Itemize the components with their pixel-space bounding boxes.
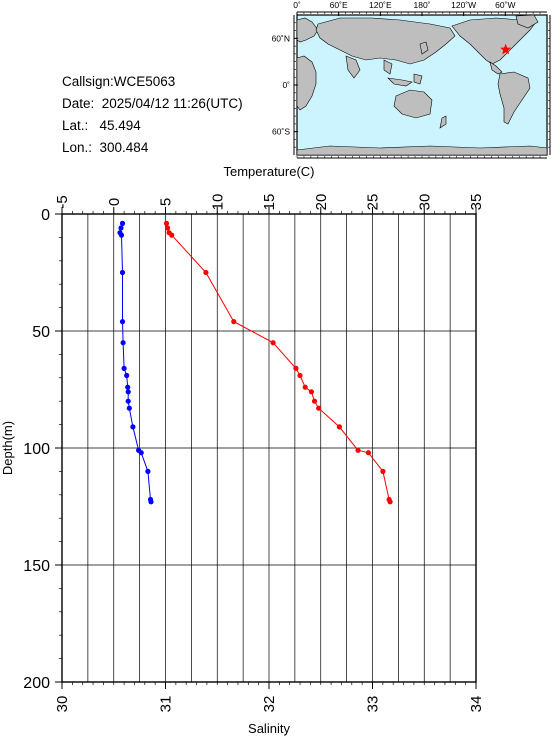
temperature-data-point: [297, 372, 303, 379]
temperature-profile-line: [166, 223, 391, 502]
temperature-data-point: [355, 447, 361, 453]
salinity-data-point: [148, 499, 154, 505]
map-top-tick-label: 60˚E: [330, 0, 348, 10]
depth-tick-label: 150: [23, 558, 50, 575]
temperature-data-point: [316, 405, 322, 411]
temperature-data-point: [380, 468, 386, 474]
temperature-data-point: [365, 450, 371, 456]
temperature-tick-label: 0: [106, 198, 123, 206]
salinity-tick-label: 30: [54, 696, 71, 713]
temperature-tick-label: 30: [416, 194, 433, 211]
temperature-data-point: [302, 384, 308, 390]
temperature-tick-label: 20: [313, 194, 330, 211]
temperature-data-point: [270, 340, 276, 346]
temperature-data-point: [231, 319, 237, 325]
depth-axis-title: Depth(m): [0, 421, 15, 475]
temperature-tick-label: 10: [209, 194, 226, 211]
salinity-profile-line: [119, 223, 152, 502]
temperature-data-point: [165, 225, 171, 231]
callsign-label: Callsign:WCE5063: [62, 74, 176, 89]
salinity-data-point: [125, 389, 131, 395]
salinity-axis-title: Salinity: [248, 721, 290, 736]
map-left-tick-label: 0˚: [282, 80, 290, 90]
salinity-tick-label: 31: [158, 696, 175, 713]
salinity-data-point: [126, 405, 132, 411]
temperature-data-point: [311, 398, 318, 404]
location-map: 0˚ 60˚E 120˚E 180˚ 120˚W 60˚W 60˚N 0˚ 60˚S: [272, 0, 551, 159]
temperature-data-point: [169, 232, 175, 238]
salinity-tick-label: 32: [261, 696, 278, 713]
depth-tick-label: 0: [41, 207, 50, 224]
salinity-data-point: [120, 340, 126, 346]
temperature-tick-label: 5: [158, 198, 175, 206]
depth-tick-label: 100: [23, 441, 50, 458]
temperature-tick-label: 15: [261, 194, 278, 211]
temperature-tick-label: 35: [468, 194, 485, 211]
map-top-tick-label: 180˚: [413, 0, 430, 10]
temperature-data-point: [293, 365, 299, 371]
map-top-tick-label: 0˚: [293, 0, 301, 10]
map-top-tick-label: 120˚W: [451, 0, 476, 10]
map-left-tick-label: 60˚N: [272, 33, 290, 43]
temperature-data-point: [308, 389, 314, 395]
salinity-data-point: [138, 450, 144, 456]
station-marker-icon: [500, 43, 512, 55]
map-top-tick-label: 120˚E: [369, 0, 392, 10]
temperature-tick-label: 25: [365, 194, 382, 211]
map-land: [296, 14, 548, 156]
depth-tick-label: 200: [23, 675, 50, 692]
temperature-data-point: [387, 499, 393, 505]
salinity-data-point: [145, 468, 151, 474]
temperature-data-point: [163, 220, 170, 226]
date-label: Date: 2025/04/12 11:26(UTC): [62, 96, 243, 111]
salinity-tick-label: 34: [468, 696, 485, 713]
map-top-tick-label: 60˚W: [495, 0, 515, 10]
salinity-data-point: [118, 225, 124, 231]
temperature-data-point: [203, 269, 209, 276]
longitude-label: Lon.: 300.484: [62, 140, 149, 155]
salinity-data-point: [130, 424, 136, 430]
salinity-data-point: [118, 232, 125, 238]
latitude-label: Lat.: 45.494: [62, 118, 141, 133]
salinity-data-point: [125, 384, 131, 390]
temperature-axis-title: Temperature(C): [223, 164, 314, 179]
temperature-tick-label: -5: [54, 195, 71, 208]
salinity-data-point: [119, 269, 126, 276]
map-left-tick-label: 60˚S: [272, 127, 290, 137]
temperature-data-point: [336, 424, 342, 430]
salinity-data-point: [121, 365, 127, 371]
salinity-data-point: [119, 220, 126, 226]
salinity-data-point: [125, 398, 131, 404]
depth-tick-label: 50: [32, 324, 50, 341]
salinity-data-point: [124, 372, 130, 379]
salinity-data-point: [119, 319, 126, 325]
salinity-tick-label: 33: [365, 696, 382, 713]
